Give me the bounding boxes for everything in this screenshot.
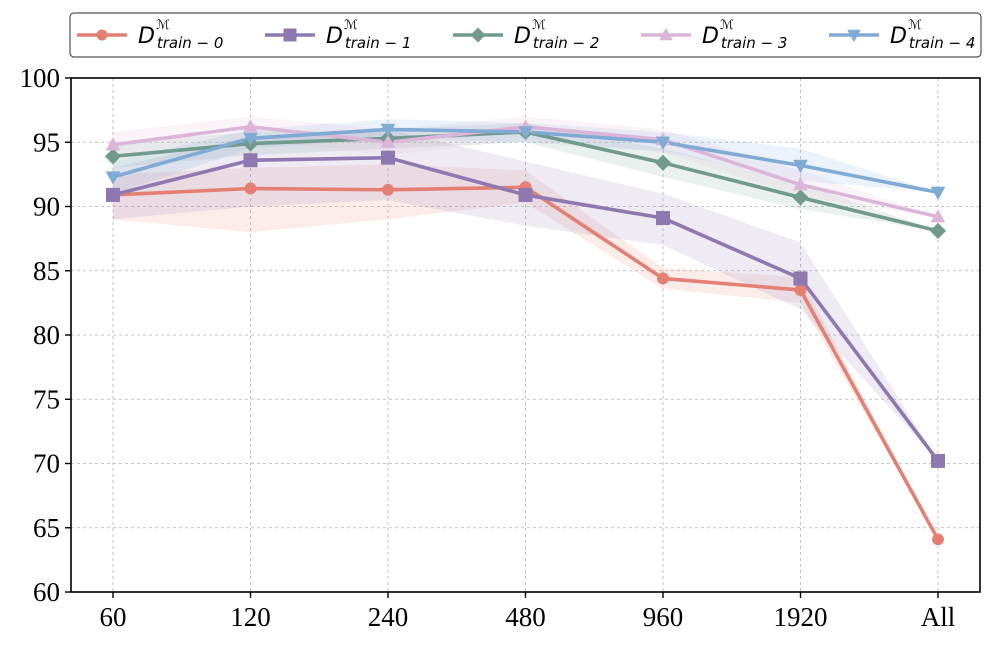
point-series-2-960 (654, 154, 672, 171)
legend-entry-4: Dℳ train − 4 (829, 18, 975, 52)
axes: 60 65 70 75 80 85 90 95 100 60 120 240 480 960 1920 All (20, 63, 956, 632)
point-series-2-All (929, 222, 947, 239)
y-tick-label: 95 (33, 127, 60, 157)
legend-label: Dℳ train − 1 (326, 18, 411, 52)
y-tick-label: 100 (20, 63, 61, 93)
x-tick-label: 1920 (774, 602, 828, 632)
point-series-1-60 (106, 187, 120, 202)
legend-marker-icon (96, 29, 108, 41)
point-series-3-120 (243, 119, 258, 133)
legend-label: Dℳ train − 4 (890, 18, 975, 52)
point-series-0-All (932, 533, 944, 546)
point-series-4-120 (243, 132, 258, 147)
x-tick-label: All (921, 602, 956, 632)
y-tick-label: 60 (33, 577, 60, 607)
point-series-3-240 (380, 134, 396, 148)
y-tick-label: 70 (33, 449, 60, 479)
series-markers (104, 119, 947, 546)
point-series-0-1920 (794, 284, 807, 296)
x-tick-label: 240 (368, 602, 409, 632)
legend-label: Dℳ train − 2 (514, 18, 599, 52)
point-series-4-All (930, 186, 946, 201)
point-series-4-60 (105, 171, 121, 185)
point-series-1-240 (381, 150, 395, 165)
point-series-2-1920 (792, 189, 809, 206)
legend: Dℳ train − 0 Dℳ train − 1 Dℳ train − 2 Dℳ train… (69, 12, 982, 58)
legend-entry-0: Dℳ train − 0 (77, 18, 223, 52)
legend-marker-icon (659, 27, 673, 41)
point-series-0-240 (382, 183, 394, 196)
y-tick-label: 65 (33, 513, 60, 543)
legend-entry-1: Dℳ train − 1 (265, 18, 411, 52)
y-tick-label: 75 (33, 384, 60, 414)
point-series-1-All (931, 453, 945, 468)
legend-marker-icon (847, 29, 861, 43)
y-tick-label: 80 (33, 320, 60, 350)
legend-marker-icon (283, 28, 297, 42)
point-series-1-960 (656, 211, 670, 226)
point-series-0-120 (244, 182, 257, 195)
point-series-3-All (930, 209, 946, 223)
legend-entry-2: Dℳ train − 2 (453, 18, 599, 52)
point-series-2-60 (104, 148, 122, 165)
y-tick-label: 90 (33, 192, 60, 222)
x-tick-label: 960 (643, 602, 684, 632)
legend-label: Dℳ train − 0 (138, 18, 223, 52)
point-series-3-60 (105, 137, 121, 151)
point-series-4-240 (380, 123, 396, 138)
point-series-0-960 (657, 272, 669, 285)
y-tick-label: 85 (33, 256, 60, 286)
point-series-1-480 (518, 187, 533, 202)
legend-box (69, 12, 982, 58)
point-series-3-1920 (793, 176, 808, 191)
point-series-4-480 (518, 126, 533, 140)
point-series-1-120 (243, 153, 258, 168)
x-tick-label: 480 (505, 602, 546, 632)
legend-entry-3: Dℳ train − 3 (641, 18, 787, 52)
x-tick-label: 60 (100, 602, 127, 632)
point-series-1-1920 (793, 271, 808, 286)
point-series-4-960 (655, 136, 671, 150)
band-series-2 (113, 122, 938, 231)
x-tick-label: 120 (230, 602, 271, 632)
band-series-0 (113, 164, 938, 540)
legend-label: Dℳ train − 3 (702, 18, 787, 52)
legend-marker-icon (470, 27, 486, 43)
point-series-4-1920 (793, 159, 808, 174)
band-series-4 (113, 119, 938, 194)
